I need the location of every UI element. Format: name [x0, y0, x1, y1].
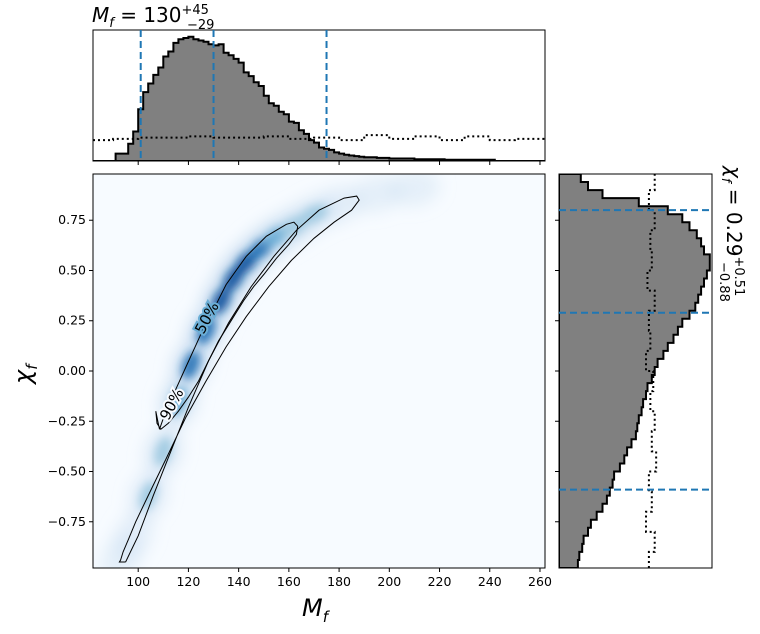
x-axis-label-base: M [302, 594, 323, 622]
y-tick-label: 0.75 [58, 212, 86, 227]
density-halo [351, 175, 403, 213]
y-tick-label: 0.00 [58, 363, 86, 378]
mass-title-base: M [92, 3, 109, 27]
spin-title-sub: f [718, 178, 733, 185]
x-tick-label: 100 [126, 574, 150, 589]
spin-title-lower: −0.88 [716, 262, 731, 302]
mass-title-sub: f [109, 16, 116, 31]
mass-title-upper: +45 [182, 3, 209, 18]
y-axis-label: χf [9, 362, 41, 386]
mass-title-eq: = 130 [114, 3, 182, 27]
x-tick-label: 260 [528, 574, 552, 589]
spin-prior-line [645, 174, 658, 568]
spin-title-base: χ [722, 165, 746, 179]
y-tick-label: −0.50 [48, 464, 86, 479]
x-tick-label: 160 [277, 574, 301, 589]
y-tick-label: −0.25 [48, 413, 86, 428]
contour-50-line [155, 221, 299, 431]
spin-posterior-histogram [559, 174, 711, 568]
x-tick-label: 140 [227, 574, 251, 589]
density-core [181, 350, 201, 380]
spin-title-eq: = 0.29 [722, 182, 746, 256]
joint-posterior-panel: 50%90% 100 120 140 160 180 200 220 240 260 −0.75… [9, 173, 552, 626]
spin-marginal-panel: χf = 0.29+0.51−0.88 [555, 165, 746, 569]
mass-posterior-histogram [93, 35, 545, 161]
y-tick-label: −0.75 [48, 514, 86, 529]
mass-marginal-panel: Mf = 130+45 −29 [92, 3, 546, 165]
contour-90-line [118, 195, 360, 563]
x-tick-label: 200 [377, 574, 401, 589]
mass-prior-line [93, 134, 545, 142]
spin-title-upper: +0.51 [731, 256, 746, 296]
mass-title-lower: −29 [187, 18, 214, 33]
density-halo [388, 174, 441, 207]
x-tick-label: 240 [478, 574, 502, 589]
x-tick-label: 180 [327, 574, 351, 589]
spin-title: χf = 0.29+0.51−0.88 [716, 165, 746, 302]
x-tick-label: 220 [428, 574, 452, 589]
y-axis-label-sub: f [23, 362, 41, 370]
y-tick-label: 0.50 [58, 262, 86, 277]
y-axis-label-base: χ [9, 369, 37, 386]
density-core [280, 216, 308, 237]
x-tick-label: 120 [176, 574, 200, 589]
y-tick-label: 0.25 [58, 313, 86, 328]
x-axis-label: Mf [302, 594, 331, 626]
joint-background [93, 174, 545, 568]
density-core [196, 316, 216, 345]
x-axis-label-sub: f [323, 608, 331, 626]
mass-title: Mf = 130+45 −29 [92, 3, 214, 33]
density-core [211, 286, 232, 315]
